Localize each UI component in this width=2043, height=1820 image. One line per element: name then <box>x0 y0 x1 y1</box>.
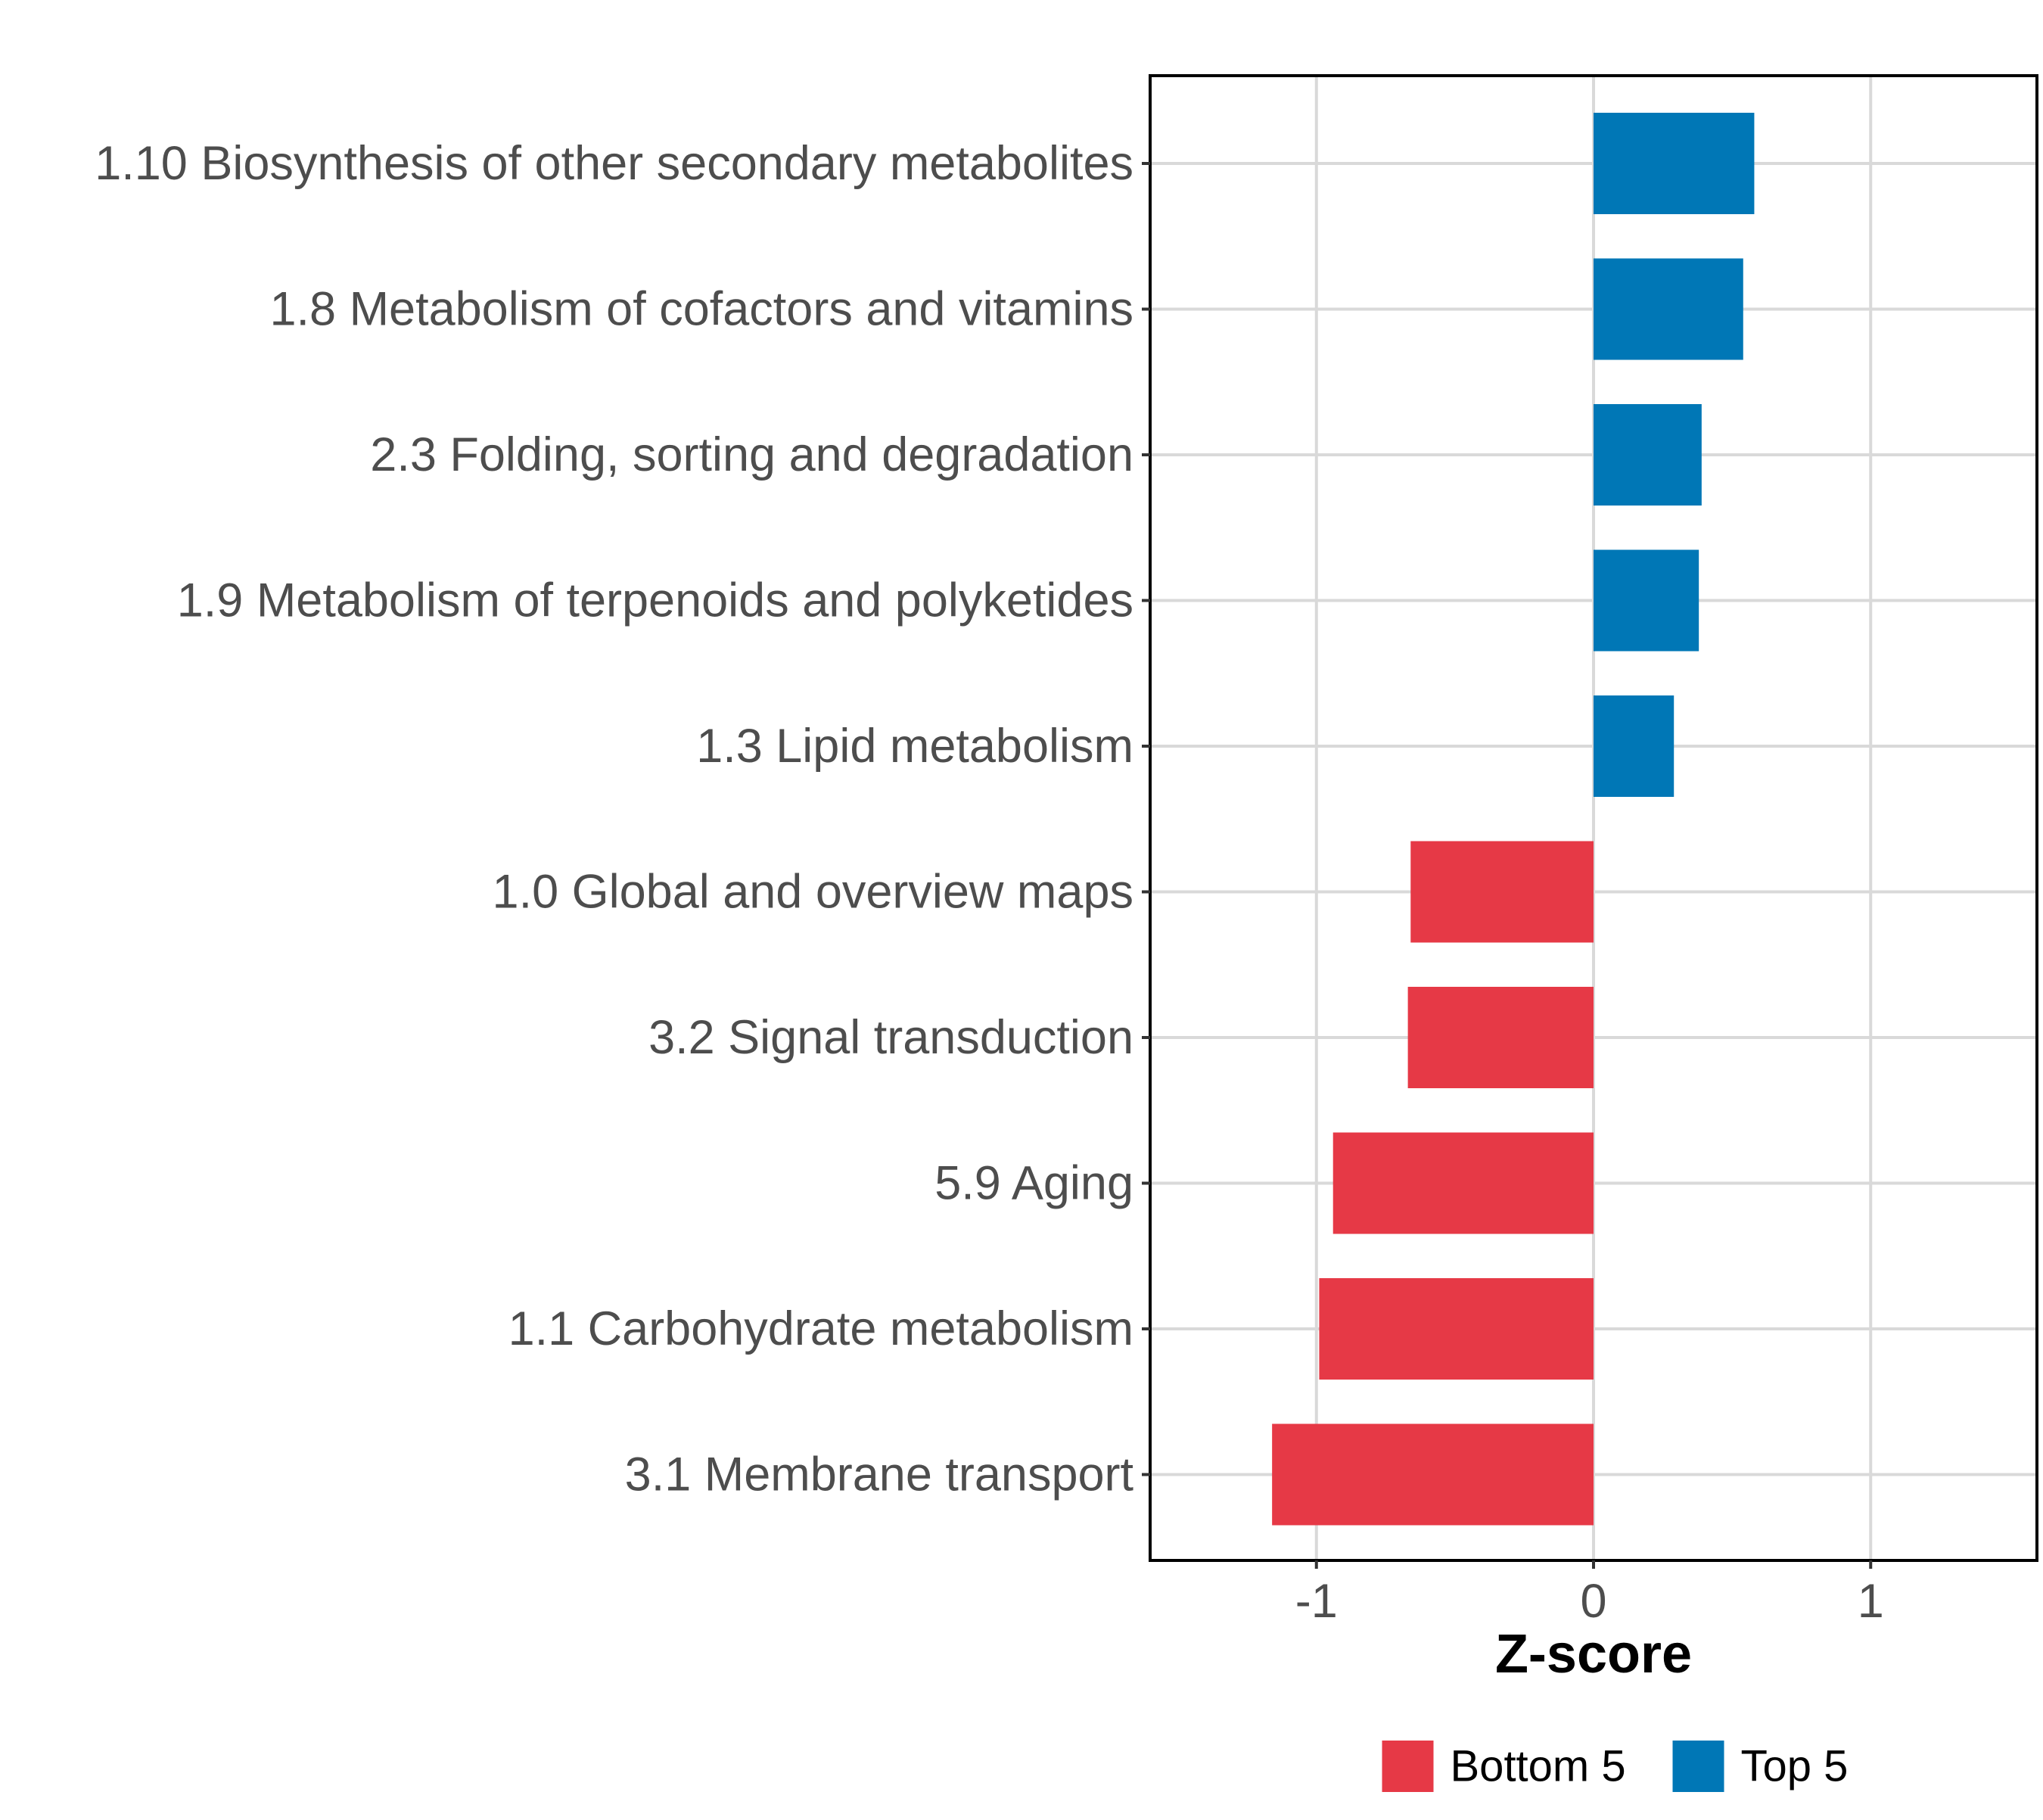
x-tick-label: -1 <box>1295 1575 1338 1628</box>
x-axis: -1 0 1 <box>1295 1560 1884 1628</box>
legend-label: Top 5 <box>1741 1742 1849 1791</box>
category-label: 2.3 Folding, sorting and degradation <box>370 428 1133 481</box>
bar-layer <box>1272 113 1755 1526</box>
bar <box>1407 987 1594 1088</box>
bar <box>1410 841 1594 943</box>
category-label: 1.1 Carbohydrate metabolism <box>508 1302 1133 1355</box>
bar <box>1594 695 1675 797</box>
legend-key <box>1382 1741 1434 1792</box>
x-axis-title: Z-score <box>1495 1624 1692 1685</box>
category-label: 1.8 Metabolism of cofactors and vitamins <box>269 283 1133 336</box>
legend-label: Bottom 5 <box>1451 1742 1626 1791</box>
category-label: 1.9 Metabolism of terpenoids and polyket… <box>177 574 1133 627</box>
bar <box>1594 404 1702 506</box>
legend: Bottom 5 Top 5 <box>1382 1741 1849 1792</box>
category-label: 5.9 Aging <box>934 1157 1133 1210</box>
category-label: 1.3 Lipid metabolism <box>696 720 1133 773</box>
category-label: 3.1 Membrane transport <box>625 1448 1134 1501</box>
legend-key <box>1672 1741 1724 1792</box>
bar <box>1594 549 1699 652</box>
x-tick-label: 1 <box>1858 1575 1884 1628</box>
bar <box>1594 258 1743 360</box>
category-label: 3.2 Signal transduction <box>648 1011 1133 1064</box>
y-axis: 1.10 Biosynthesis of other secondary met… <box>95 137 1150 1501</box>
x-tick-label: 0 <box>1580 1575 1606 1628</box>
legend-item: Bottom 5 <box>1382 1741 1626 1792</box>
bar <box>1332 1132 1594 1234</box>
bar <box>1272 1423 1594 1526</box>
legend-item: Top 5 <box>1672 1741 1849 1792</box>
bar <box>1594 113 1755 214</box>
category-label: 1.0 Global and overview maps <box>493 866 1133 919</box>
bar <box>1319 1278 1594 1380</box>
category-label: 1.10 Biosynthesis of other secondary met… <box>95 137 1133 190</box>
